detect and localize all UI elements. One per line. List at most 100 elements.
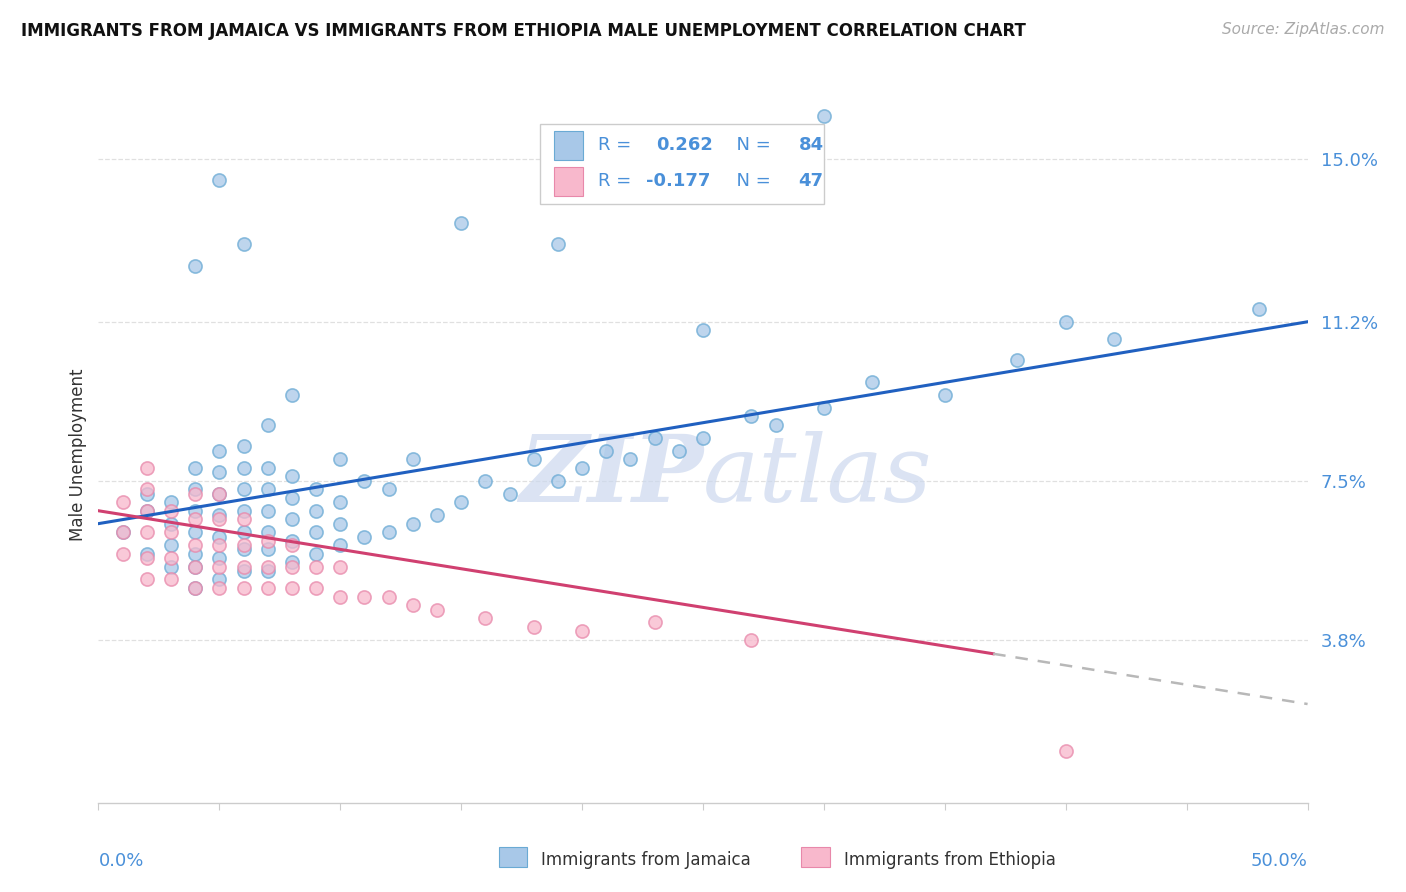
Point [692,431,714,445]
Point [256,460,278,475]
Point [813,401,835,415]
Point [135,504,157,518]
Point [160,525,183,540]
Point [184,581,207,595]
Point [208,529,231,543]
Point [498,486,520,500]
Point [256,559,278,574]
Point [1102,332,1125,346]
Point [160,495,183,509]
Point [111,495,134,509]
Text: N =: N = [724,136,776,154]
Point [1054,744,1077,758]
Point [184,460,207,475]
Text: -0.177: -0.177 [647,172,710,191]
Point [860,375,883,389]
Point [232,542,254,557]
Point [111,547,134,561]
Point [547,237,569,252]
Point [184,559,207,574]
Point [256,581,278,595]
Point [281,491,304,505]
Point [160,538,183,552]
Point [232,439,254,453]
Point [184,483,207,497]
Point [644,615,666,630]
Point [765,417,787,432]
Point [135,504,157,518]
Point [305,525,328,540]
Point [208,486,231,500]
Point [160,573,183,587]
Point [184,486,207,500]
Text: 84: 84 [799,136,824,154]
Bar [801,847,830,867]
Point [111,525,134,540]
Point [184,259,207,273]
Point [571,460,593,475]
Point [184,581,207,595]
Point [1054,315,1077,329]
Point [232,460,254,475]
Point [402,599,425,613]
Point [692,323,714,337]
Point [474,474,496,488]
Text: Immigrants from Ethiopia: Immigrants from Ethiopia [844,851,1056,869]
Point [232,483,254,497]
Point [256,542,278,557]
Point [160,504,183,518]
Point [232,512,254,526]
Point [184,504,207,518]
Point [232,504,254,518]
Point [208,573,231,587]
Point [353,590,375,604]
Text: R =: R = [598,136,643,154]
Text: ZIP: ZIP [519,431,703,521]
Point [256,483,278,497]
Y-axis label: Male Unemployment: Male Unemployment [69,368,87,541]
Point [256,504,278,518]
Point [595,443,617,458]
Point [305,559,328,574]
Point [547,474,569,488]
FancyBboxPatch shape [554,131,583,160]
Point [668,443,690,458]
Point [256,417,278,432]
Point [305,504,328,518]
Point [571,624,593,638]
Point [208,173,231,187]
Text: 0.0%: 0.0% [98,852,143,870]
Text: 50.0%: 50.0% [1251,852,1308,870]
Point [232,581,254,595]
Point [377,483,399,497]
Point [208,443,231,458]
Point [232,237,254,252]
Point [329,590,352,604]
Point [281,533,304,548]
Point [353,474,375,488]
Point [1007,353,1029,368]
Point [450,216,472,230]
Point [740,409,762,424]
Point [208,559,231,574]
Point [135,483,157,497]
Point [135,460,157,475]
Point [184,559,207,574]
Text: R =: R = [598,172,637,191]
Point [184,538,207,552]
Point [208,508,231,522]
Point [281,469,304,483]
Point [184,512,207,526]
Point [934,388,956,402]
Point [256,533,278,548]
Point [184,525,207,540]
Point [523,620,546,634]
Point [377,525,399,540]
Point [281,512,304,526]
Point [208,486,231,500]
Point [281,559,304,574]
Point [305,581,328,595]
Point [377,590,399,604]
Text: Immigrants from Jamaica: Immigrants from Jamaica [541,851,751,869]
Point [619,452,641,467]
